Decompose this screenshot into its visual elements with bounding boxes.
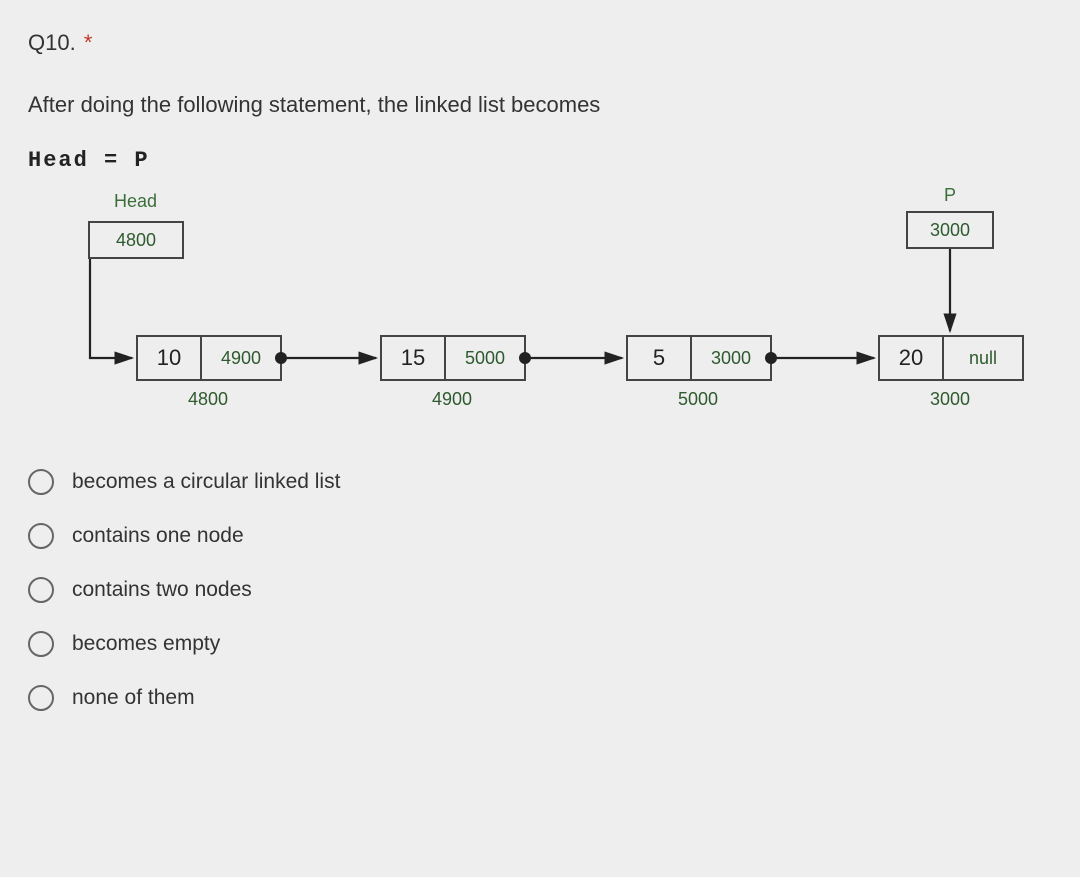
option-0[interactable]: becomes a circular linked list [28, 455, 1052, 509]
question-stem: After doing the following statement, the… [28, 92, 1052, 118]
arrows-svg [28, 185, 1048, 445]
question-number: Q10. * [28, 30, 1052, 56]
option-4-label: none of them [72, 686, 195, 710]
option-0-label: becomes a circular linked list [72, 470, 340, 494]
question-number-text: Q10. [28, 30, 76, 55]
radio-icon [28, 631, 54, 657]
option-4[interactable]: none of them [28, 671, 1052, 725]
radio-icon [28, 685, 54, 711]
radio-icon [28, 523, 54, 549]
radio-icon [28, 469, 54, 495]
option-2-label: contains two nodes [72, 578, 252, 602]
linked-list-diagram: Head 4800 P 3000 10 4900 4800 15 5000 49… [28, 185, 1048, 445]
option-3[interactable]: becomes empty [28, 617, 1052, 671]
option-1-label: contains one node [72, 524, 244, 548]
option-1[interactable]: contains one node [28, 509, 1052, 563]
code-statement: Head = P [28, 148, 1052, 173]
options-group: becomes a circular linked list contains … [28, 455, 1052, 725]
option-3-label: becomes empty [72, 632, 220, 656]
required-marker: * [84, 30, 93, 55]
radio-icon [28, 577, 54, 603]
option-2[interactable]: contains two nodes [28, 563, 1052, 617]
